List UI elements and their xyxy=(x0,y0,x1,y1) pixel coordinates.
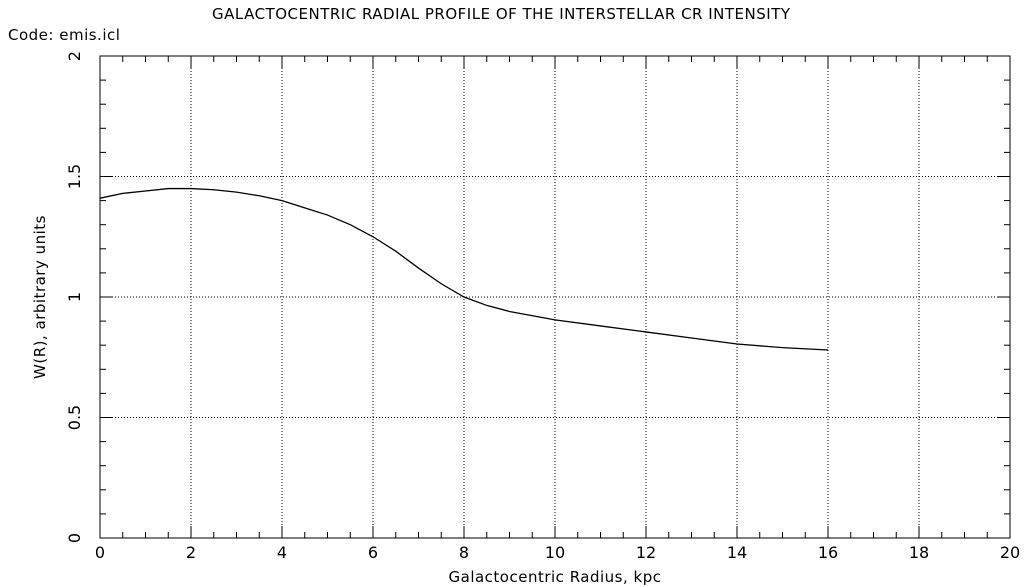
x-tick-label: 4 xyxy=(277,543,287,562)
tick-labels: 0 2 4 6 8 10 12 14 16 18 20 0 0.5 1 1.5 2 xyxy=(65,51,1020,562)
y-axis-label: W(R), arbitrary units xyxy=(31,215,49,379)
y-tick-label: 0.5 xyxy=(65,405,84,430)
x-tick-label: 12 xyxy=(636,543,656,562)
y-tick-label: 1.5 xyxy=(65,164,84,189)
x-tick-label: 6 xyxy=(368,543,378,562)
plot-frame xyxy=(99,55,1011,539)
series-line xyxy=(99,187,829,351)
y-tick-label: 1 xyxy=(65,292,84,302)
x-tick-label: 8 xyxy=(459,543,469,562)
chart-title: GALACTOCENTRIC RADIAL PROFILE OF THE INT… xyxy=(212,5,791,23)
x-axis-label: Galactocentric Radius, kpc xyxy=(449,568,662,586)
y-tick-label: 2 xyxy=(65,51,84,61)
x-tick-label: 18 xyxy=(909,543,929,562)
x-tick-label: 16 xyxy=(818,543,838,562)
x-tick-label: 20 xyxy=(1000,543,1020,562)
code-label: Code: emis.icl xyxy=(8,26,121,44)
axis-ticks xyxy=(99,55,1011,539)
x-tick-label: 10 xyxy=(545,543,565,562)
x-tick-label: 14 xyxy=(727,543,747,562)
x-tick-label: 2 xyxy=(186,543,196,562)
x-tick-label: 0 xyxy=(95,543,105,562)
grid-lines xyxy=(100,56,1010,538)
y-tick-label: 0 xyxy=(65,533,84,543)
